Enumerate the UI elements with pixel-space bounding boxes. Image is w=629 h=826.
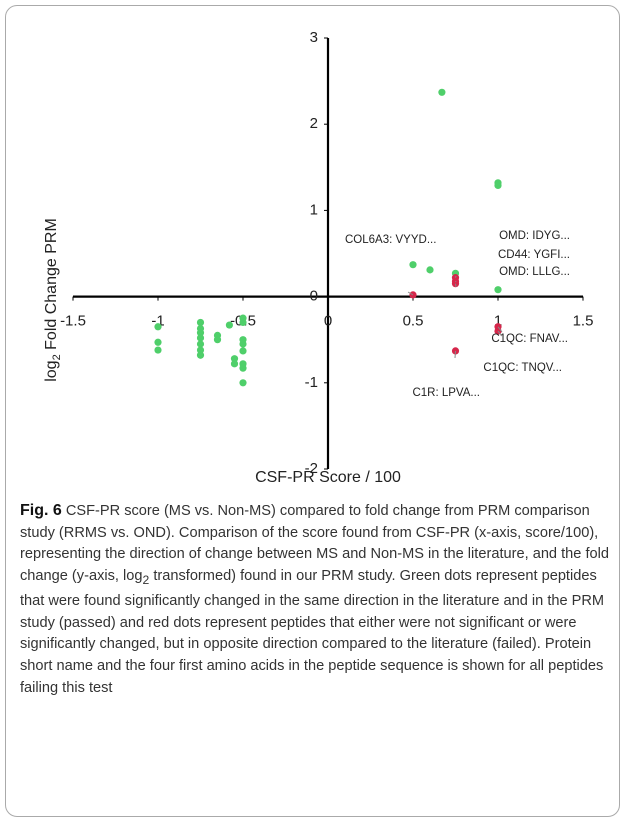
point — [494, 286, 502, 294]
annotation: COL6A3: VYYD... — [345, 234, 436, 246]
point — [154, 346, 162, 354]
y-tick-label: 1 — [310, 201, 318, 218]
point — [239, 340, 247, 348]
point — [154, 323, 162, 331]
caption-text: CSF-PR score (MS vs. Non-MS) compared to… — [20, 503, 609, 584]
point — [239, 347, 247, 355]
point — [225, 321, 233, 329]
y-tick-label: 0 — [310, 288, 318, 305]
chart: CSF-PR Score / 100 log2 Fold Change PRM … — [43, 29, 594, 486]
annotation: CD44: YGFI... — [498, 249, 570, 261]
x-tick-label: 0 — [324, 313, 332, 330]
point — [409, 261, 417, 269]
caption-label: Fig. 6 — [20, 502, 62, 519]
point — [494, 181, 502, 190]
point — [239, 318, 247, 327]
leader-line — [455, 280, 457, 283]
point — [230, 360, 239, 368]
point — [196, 346, 205, 354]
x-axis-label: CSF-PR Score / 100 — [255, 469, 401, 486]
leader-line — [497, 330, 503, 337]
point — [438, 88, 446, 96]
y-axis-label: log2 Fold Change PRM — [43, 218, 63, 382]
point — [213, 336, 222, 344]
leader-line — [407, 291, 414, 296]
point — [196, 334, 205, 342]
x-tick-label: 1.5 — [573, 313, 594, 330]
point — [196, 340, 205, 348]
x-tick-label: 1 — [494, 313, 502, 330]
figure-frame — [5, 5, 620, 817]
annotation: OMD: LLLG... — [499, 266, 570, 278]
annotation: C1QC: TNQV... — [483, 362, 562, 374]
annotation: C1QC: FNAV... — [491, 333, 568, 345]
annotation: C1R: LPVA... — [412, 387, 480, 399]
point — [196, 318, 205, 327]
y-tick-label: -2 — [305, 460, 318, 477]
leader-line — [454, 350, 456, 359]
x-tick-label: -1 — [151, 313, 164, 330]
leader-line — [497, 326, 503, 333]
point — [196, 329, 205, 337]
point — [239, 379, 247, 387]
x-tick-label: 0.5 — [403, 313, 424, 330]
point — [239, 364, 247, 372]
y-tick-label: -1 — [305, 374, 318, 391]
y-label-part: Fold Change PRM — [43, 218, 60, 354]
point — [154, 338, 162, 346]
point — [230, 355, 239, 363]
x-tick-label: -1.5 — [60, 313, 86, 330]
leader-line — [455, 283, 457, 288]
caption-text: transformed) found in our PRM study. Gre… — [20, 567, 605, 696]
y-label-sub: 2 — [51, 354, 63, 360]
y-tick-label: 2 — [310, 115, 318, 132]
point — [426, 266, 434, 274]
annotation: OMD: IDYG... — [499, 230, 570, 242]
y-label-part: log — [43, 360, 60, 381]
leader-line — [455, 275, 457, 278]
y-tick-label: 3 — [310, 29, 318, 46]
caption: Fig. 6 CSF-PR score (MS vs. Non-MS) comp… — [20, 500, 612, 699]
point — [196, 351, 205, 359]
caption-sub: 2 — [142, 572, 150, 587]
